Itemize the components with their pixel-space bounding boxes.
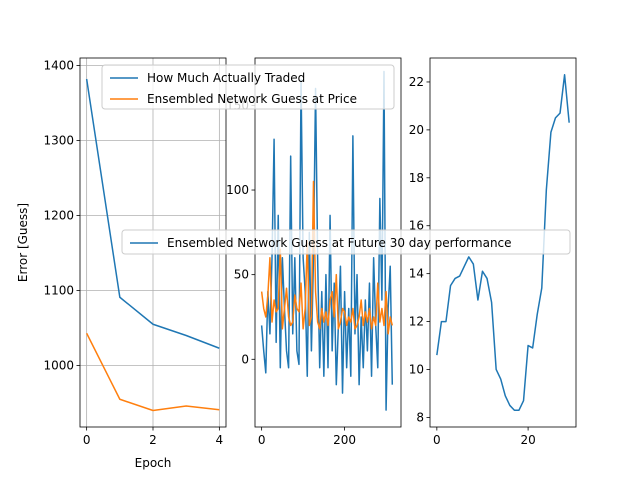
legend-label: Ensembled Network Guess at Price [147,92,357,106]
x-tick-label: 2 [149,433,157,447]
y-tick-label: 50 [234,268,249,282]
y-tick-label: 100 [226,183,249,197]
x-tick-label: 200 [333,433,356,447]
legend-box [121,229,571,255]
x-tick-label: 0 [83,433,91,447]
series-line-2 [260,180,394,335]
y-tick-label: 14 [409,267,424,281]
y-tick-label: 1200 [43,209,74,223]
y-tick-label: 1000 [43,359,74,373]
y-tick-label: 8 [416,410,424,424]
legend-label: Ensembled Network Guess at Future 30 day… [167,236,512,250]
x-tick-label: 0 [258,433,266,447]
legend-label: How Much Actually Traded [147,71,305,85]
y-tick-label: 1400 [43,59,74,73]
legend-box [101,64,395,110]
y-tick-label: 1300 [43,134,74,148]
x-tick-label: 4 [216,433,224,447]
y-tick-label: 16 [409,219,424,233]
y-tick-label: 22 [409,75,424,89]
series-line-1 [436,74,570,411]
y-tick-label: 1100 [43,284,74,298]
x-tick-label: 0 [433,433,441,447]
y-tick-label: 10 [409,362,424,376]
y-tick-label: 20 [409,123,424,137]
series-line-2 [85,332,220,412]
x-axis-label: Epoch [135,456,172,470]
y-tick-label: 12 [409,315,424,329]
y-axis-label: Error [Guess] [16,203,30,282]
y-tick-label: 0 [241,352,249,366]
x-tick-label: 20 [520,433,535,447]
y-tick-label: 18 [409,171,424,185]
series-line-1 [85,78,220,349]
